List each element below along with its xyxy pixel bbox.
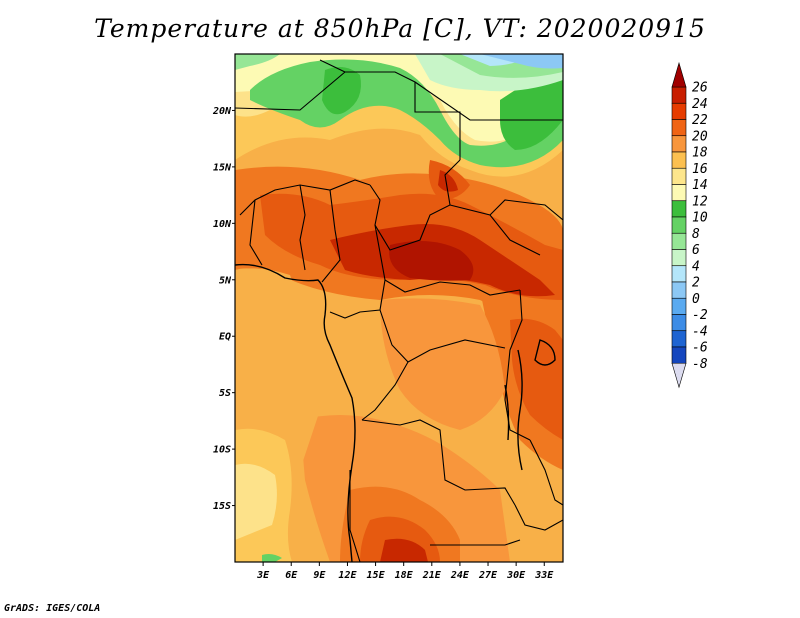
lat-tick-label: 10N [213, 219, 232, 230]
lon-tick-label: 6E [285, 570, 298, 581]
legend-swatch [671, 135, 687, 153]
legend-swatch [671, 265, 687, 283]
latitude-axis: 20N 15N 10N 5N EQ 5S 10S 15S [212, 106, 235, 512]
legend-swatch [671, 151, 687, 169]
legend-top-arrow [671, 61, 687, 88]
legend-label: 12 [692, 194, 708, 209]
legend-label: 10 [692, 211, 708, 226]
legend-bottom-arrow [671, 362, 687, 389]
legend-label: 2 [692, 276, 700, 291]
grads-credit: GrADS: IGES/COLA [4, 603, 101, 614]
legend-swatch [671, 102, 687, 120]
legend-label: 16 [692, 162, 708, 177]
lat-tick-label: 5S [219, 388, 231, 399]
lon-tick-label: 18E [395, 570, 414, 581]
legend-swatch [671, 86, 687, 104]
legend-label: 22 [692, 113, 708, 128]
lon-tick-label: 9E [313, 570, 326, 581]
legend-label: 4 [692, 259, 700, 274]
legend-swatch [671, 346, 687, 364]
map-frame [234, 53, 564, 563]
legend-swatch [671, 314, 687, 332]
legend-label: 6 [692, 243, 700, 258]
lon-tick-label: 24E [450, 570, 470, 581]
map-title: Temperature at 850hPa [C], VT: 202002091… [94, 14, 706, 43]
lon-tick-label: 30E [506, 570, 526, 581]
legend-label: 14 [692, 178, 708, 193]
legend-label: 18 [692, 146, 708, 161]
lat-tick-label: 10S [213, 445, 231, 456]
legend-swatch [671, 249, 687, 267]
legend-label: -8 [692, 357, 708, 372]
lon-tick-label: 21E [422, 570, 442, 581]
lat-tick-label: 5N [219, 275, 232, 286]
legend-swatch [671, 216, 687, 234]
legend-label: -2 [692, 308, 708, 323]
legend-label: 20 [692, 129, 708, 144]
lon-tick-label: 27E [478, 570, 498, 581]
lat-tick-label: 15N [213, 162, 232, 173]
temperature-field [235, 54, 563, 562]
legend-label: -6 [692, 341, 708, 356]
legend-label: 8 [692, 227, 700, 242]
legend-swatch [671, 281, 687, 299]
lat-tick-label: EQ [219, 332, 231, 343]
legend-swatch [671, 119, 687, 137]
legend-label: 24 [692, 97, 708, 112]
legend-label: 26 [692, 81, 708, 96]
lon-tick-label: 33E [534, 570, 554, 581]
legend-label: -4 [692, 324, 708, 339]
legend-swatch [671, 200, 687, 218]
legend-swatch [671, 184, 687, 202]
legend-label: 0 [692, 292, 700, 307]
lat-tick-label: 15S [213, 501, 231, 512]
longitude-axis: 3E 6E 9E 12E 15E 18E 21E 24E 27E 30E 33E [256, 562, 554, 581]
lon-tick-label: 3E [256, 570, 270, 581]
lon-tick-label: 15E [367, 570, 386, 581]
lon-tick-label: 12E [338, 570, 357, 581]
legend-swatch [671, 167, 687, 185]
legend-swatch [671, 330, 687, 348]
legend-swatch [671, 297, 687, 315]
lat-tick-label: 20N [212, 106, 232, 117]
legend-swatch [671, 232, 687, 250]
